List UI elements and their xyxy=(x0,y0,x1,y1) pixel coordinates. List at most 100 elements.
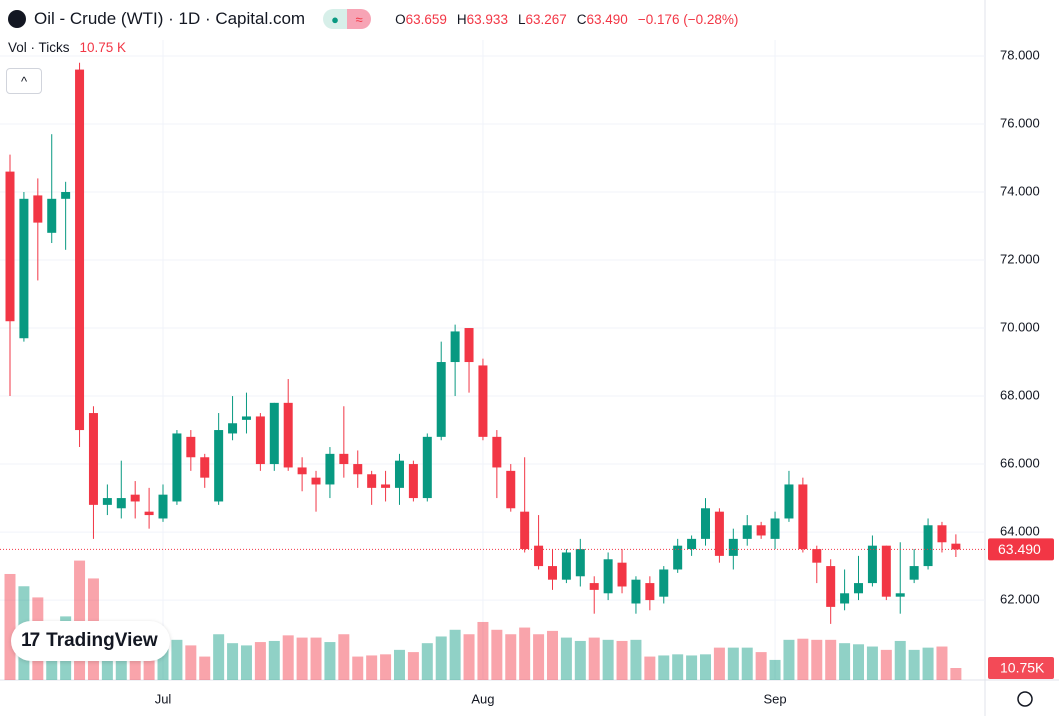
volume-bar xyxy=(908,649,920,680)
candle-body xyxy=(19,198,29,339)
volume-bar xyxy=(268,640,280,680)
volume-bar xyxy=(630,639,642,680)
y-tick-label: 64.000 xyxy=(1000,524,1040,539)
x-tick-label: Sep xyxy=(763,691,786,706)
candle-body xyxy=(895,593,905,597)
volume-bar xyxy=(199,656,211,680)
y-tick-label: 68.000 xyxy=(1000,387,1040,402)
volume-bar xyxy=(310,637,322,680)
volume-bar xyxy=(825,639,837,680)
volume-bar xyxy=(839,643,851,680)
volume-bar xyxy=(171,639,183,680)
candle-body xyxy=(241,416,251,420)
candle-body xyxy=(812,549,822,563)
candle-body xyxy=(756,525,766,536)
candle-body xyxy=(5,171,15,322)
brand-logo[interactable]: 17 TradingView xyxy=(11,621,170,661)
volume-bar xyxy=(407,652,419,680)
candle-body xyxy=(659,569,669,597)
candle-body xyxy=(561,552,571,580)
brand-mark: 17 xyxy=(21,630,40,651)
volume-bar xyxy=(922,647,934,680)
volume-bar xyxy=(213,634,225,680)
candle-body xyxy=(575,549,585,577)
candle-body xyxy=(186,436,196,458)
y-tick-label: 66.000 xyxy=(1000,455,1040,470)
status-pills[interactable]: ● ≈ xyxy=(323,9,372,29)
volume-bar xyxy=(686,655,698,680)
volume-bar xyxy=(769,659,781,680)
symbol-header: Oil - Crude (WTI) · 1D · Capital.com ● ≈ … xyxy=(8,8,738,30)
status-dot: ● xyxy=(323,9,348,29)
candle-body xyxy=(47,198,57,233)
volume-bar xyxy=(505,634,517,680)
volume-axis-label: 10.75K xyxy=(1000,660,1045,676)
volume-bar xyxy=(491,629,503,680)
volume-bar xyxy=(700,654,711,680)
change: −0.176 (−0.28%) xyxy=(637,11,739,27)
candle-body xyxy=(937,525,947,543)
volume-bar xyxy=(741,647,753,680)
candle-body xyxy=(214,430,224,502)
volume-bar xyxy=(157,635,169,680)
volume-bar xyxy=(366,655,378,680)
candle-body xyxy=(701,508,710,539)
candle-body xyxy=(867,545,877,584)
ohlc-value: 63.490 xyxy=(586,11,628,27)
candle-body xyxy=(742,525,752,539)
candle-body xyxy=(881,545,891,597)
volume-bar xyxy=(866,646,878,680)
candle-body xyxy=(492,436,502,468)
candle-body xyxy=(61,192,71,199)
candle-body xyxy=(339,453,349,465)
candle-body xyxy=(172,433,182,502)
candle-body xyxy=(478,365,488,437)
ohlc-low: L63.267 xyxy=(518,12,567,27)
volume-bar xyxy=(185,645,197,680)
candle-body xyxy=(547,566,557,580)
candle-body xyxy=(826,566,836,607)
candle-body xyxy=(687,538,697,550)
candle-body xyxy=(200,457,210,478)
candle-body xyxy=(297,467,307,475)
volume-bar xyxy=(74,560,86,680)
brand-name: TradingView xyxy=(46,630,158,651)
y-tick-label: 72.000 xyxy=(1000,251,1040,266)
candle-body xyxy=(33,195,43,223)
volume-value: 10.75 K xyxy=(79,40,127,55)
settings-icon[interactable] xyxy=(1017,691,1033,707)
candle-body xyxy=(520,511,530,550)
volume-bar xyxy=(338,634,350,680)
ohlc-high: H63.933 xyxy=(457,12,508,27)
y-tick-label: 74.000 xyxy=(1000,183,1040,198)
ohlc-value: 63.933 xyxy=(466,11,508,27)
candle-body xyxy=(228,423,238,434)
volume-bar xyxy=(853,644,865,680)
y-tick-label: 76.000 xyxy=(1000,115,1040,130)
ohlc-value: 63.659 xyxy=(405,11,447,27)
volume-bar xyxy=(254,642,266,680)
collapse-button[interactable]: ^ xyxy=(6,68,42,94)
volume-bar xyxy=(574,640,586,680)
ohlc-label: O xyxy=(395,11,406,27)
volume-legend[interactable]: Vol · Ticks 10.75 K xyxy=(8,40,126,55)
candle-body xyxy=(422,436,432,499)
candle-body xyxy=(923,525,933,567)
candle-body xyxy=(367,474,377,488)
symbol-icon xyxy=(8,10,26,28)
volume-label: Vol · Ticks xyxy=(8,40,70,55)
candle-body xyxy=(589,583,599,590)
volume-bar xyxy=(560,637,572,680)
candle-body xyxy=(673,545,683,570)
volume-bar xyxy=(463,634,475,680)
volume-bar xyxy=(227,643,239,680)
candle-body xyxy=(353,464,363,475)
volume-bar xyxy=(421,643,433,680)
candle-body xyxy=(603,559,613,594)
x-tick-label: Jul xyxy=(155,691,172,706)
candle-body xyxy=(909,566,919,580)
candle-body xyxy=(144,511,154,516)
volume-bar xyxy=(894,640,906,680)
symbol-title[interactable]: Oil - Crude (WTI) · 1D · Capital.com xyxy=(34,9,306,28)
